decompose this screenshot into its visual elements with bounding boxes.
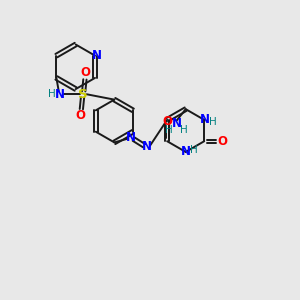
Text: O: O bbox=[80, 66, 91, 80]
Text: N: N bbox=[181, 146, 191, 158]
Text: N: N bbox=[200, 113, 210, 126]
Text: H: H bbox=[166, 125, 173, 135]
Text: H: H bbox=[190, 145, 198, 154]
Text: N: N bbox=[92, 49, 101, 62]
Text: H: H bbox=[209, 117, 216, 127]
Text: N: N bbox=[126, 131, 136, 145]
Text: S: S bbox=[78, 88, 88, 101]
Text: O: O bbox=[76, 109, 86, 122]
Text: H: H bbox=[48, 89, 56, 99]
Text: O: O bbox=[218, 135, 228, 148]
Text: O: O bbox=[162, 115, 172, 128]
Text: N: N bbox=[142, 140, 152, 153]
Text: N: N bbox=[55, 88, 65, 101]
Text: N: N bbox=[172, 118, 182, 130]
Text: H: H bbox=[180, 125, 188, 135]
